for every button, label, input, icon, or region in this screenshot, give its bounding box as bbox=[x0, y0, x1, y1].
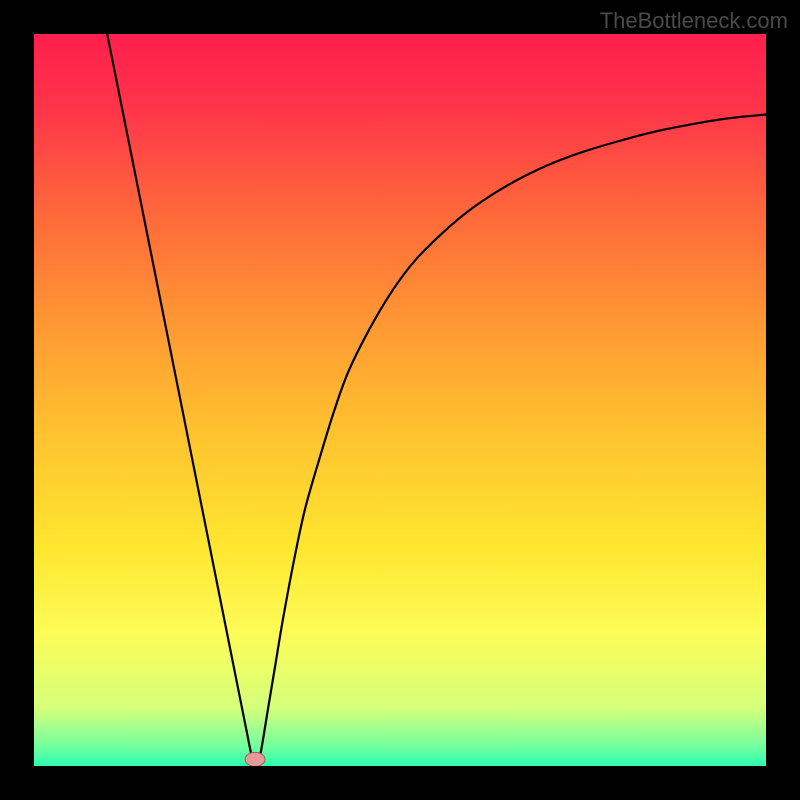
watermark-text: TheBottleneck.com bbox=[600, 8, 788, 34]
plot-area bbox=[34, 34, 766, 766]
curve-layer bbox=[34, 34, 766, 766]
minimum-marker bbox=[245, 752, 265, 766]
curve-path bbox=[107, 34, 766, 764]
chart-frame: TheBottleneck.com bbox=[0, 0, 800, 800]
